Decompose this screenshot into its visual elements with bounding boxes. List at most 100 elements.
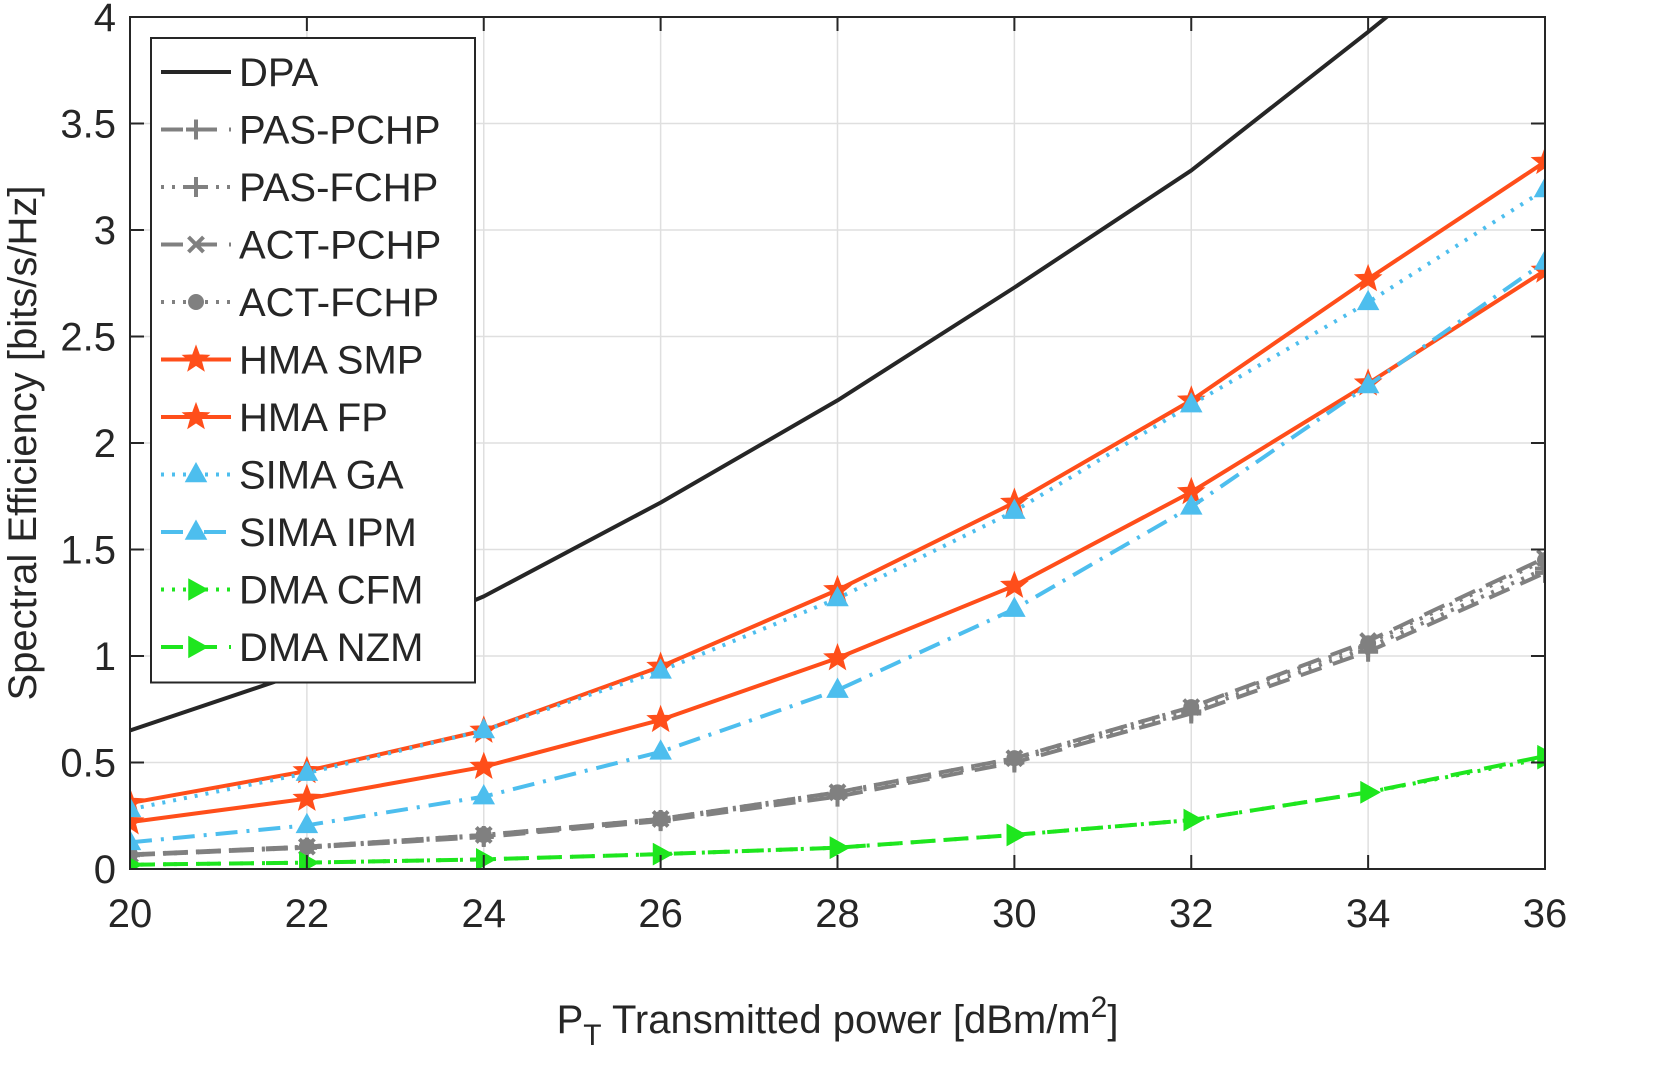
legend-item: PAS-FCHP <box>161 166 438 210</box>
x-tick-label: 34 <box>1346 892 1391 936</box>
y-tick-label: 3.5 <box>60 103 116 147</box>
legend-marker <box>184 519 208 540</box>
y-tick-label: 4 <box>94 0 116 40</box>
x-axis-label-subscript: T <box>583 1019 601 1052</box>
legend-marker <box>188 635 209 659</box>
x-tick-label: 22 <box>285 892 330 936</box>
legend-label: DMA NZM <box>239 626 423 670</box>
data-point <box>472 784 496 805</box>
data-point <box>649 739 672 760</box>
data-point <box>829 784 846 801</box>
legend-marker <box>188 294 204 310</box>
series-hma-fp <box>130 255 1545 835</box>
legend-item: SIMA IPM <box>161 511 417 555</box>
data-point <box>295 812 319 834</box>
legend-item: ACT-PCHP <box>161 224 441 268</box>
legend-label: SIMA IPM <box>239 511 417 555</box>
legend-marker <box>186 177 206 197</box>
data-point <box>130 857 143 869</box>
x-axis-label-superscript: 2 <box>1091 991 1108 1024</box>
series-dma-nzm <box>130 744 1545 869</box>
legend-marker <box>184 461 208 483</box>
legend-label: HMA SMP <box>239 339 423 383</box>
x-axis-label-end: ] <box>1107 998 1118 1042</box>
data-point <box>646 704 676 733</box>
x-tick-label: 28 <box>815 892 860 936</box>
y-tick-label: 0.5 <box>60 742 116 786</box>
y-tick-label: 2.5 <box>60 316 116 360</box>
legend-item: SIMA GA <box>161 454 404 498</box>
data-point <box>652 810 669 827</box>
data-point <box>1183 808 1204 832</box>
data-point <box>826 677 849 698</box>
legend-item: PAS-PCHP <box>161 109 441 153</box>
data-point <box>1535 558 1545 579</box>
data-point <box>826 585 849 607</box>
x-axis-label: PT Transmitted power [dBm/m2] <box>557 991 1119 1052</box>
legend-item: HMA FP <box>161 396 388 440</box>
series-line <box>130 566 1545 858</box>
legend-marker <box>181 344 211 372</box>
series-sima-ga <box>130 176 1545 818</box>
legend-item: DMA NZM <box>161 626 423 670</box>
data-point <box>130 806 145 835</box>
x-tick-label: 32 <box>1169 892 1214 936</box>
series-act-fchp <box>130 552 1545 863</box>
data-point <box>652 842 674 866</box>
data-point <box>1537 744 1545 768</box>
data-point <box>1535 562 1545 583</box>
data-point <box>295 760 319 781</box>
data-point <box>130 829 142 851</box>
data-point <box>475 826 492 843</box>
x-tick-label: 24 <box>462 892 507 936</box>
series-line <box>130 571 1545 858</box>
legend-item: DMA CFM <box>161 569 423 613</box>
y-tick-label: 2 <box>94 422 116 466</box>
legend-item: ACT-FCHP <box>161 281 439 325</box>
data-point <box>1533 249 1545 270</box>
data-point <box>1530 146 1545 175</box>
data-point <box>829 836 851 859</box>
data-point <box>1003 596 1026 617</box>
data-point <box>1006 823 1027 847</box>
legend-marker <box>186 119 206 140</box>
legend-label: PAS-PCHP <box>239 109 441 153</box>
legend-label: DPA <box>239 51 319 95</box>
x-axis-label-rest: Transmitted power [dBm/m <box>602 998 1091 1042</box>
y-axis-label: Spectral Efficiency [bits/s/Hz] <box>1 186 45 701</box>
legend-label: ACT-FCHP <box>239 281 439 325</box>
data-point <box>298 838 315 855</box>
data-point <box>1183 699 1200 716</box>
y-tick-label: 1.5 <box>60 529 116 573</box>
legend: DPA PAS-PCHP PAS-FCHP ACT-PCHP ACT-FCHP HMA S… <box>150 37 476 684</box>
data-point <box>649 658 672 679</box>
data-point <box>1360 781 1381 804</box>
data-point <box>299 851 320 869</box>
legend-label: HMA FP <box>239 396 388 440</box>
series-sima-ipm <box>130 249 1545 851</box>
series-layer <box>130 17 1545 869</box>
legend-label: DMA CFM <box>239 569 423 613</box>
legend-marker <box>188 578 209 601</box>
x-axis-label-main: P <box>557 998 584 1042</box>
data-point <box>1179 494 1203 515</box>
x-tick-label: 20 <box>108 892 153 936</box>
x-tick-label: 26 <box>638 892 683 936</box>
x-tick-label: 30 <box>992 892 1037 936</box>
y-tick-label: 0 <box>94 848 116 892</box>
y-tick-label: 3 <box>94 209 116 253</box>
legend-item: HMA SMP <box>161 339 423 383</box>
legend-marker <box>181 401 211 430</box>
legend-label: PAS-FCHP <box>239 166 438 210</box>
legend-label: SIMA GA <box>239 454 404 498</box>
legend-item: DPA <box>161 51 319 95</box>
data-point <box>292 783 322 811</box>
data-point <box>476 848 497 869</box>
data-point <box>1353 263 1383 292</box>
series-line <box>130 260 1545 845</box>
data-point <box>1537 552 1545 569</box>
data-point <box>1356 372 1380 394</box>
axis-ticks: 20 22 24 26 28 30 32 34 36 0 0.5 1 1.5 2 2.5 3 3.5 4 <box>60 0 1567 936</box>
data-point <box>472 718 496 739</box>
